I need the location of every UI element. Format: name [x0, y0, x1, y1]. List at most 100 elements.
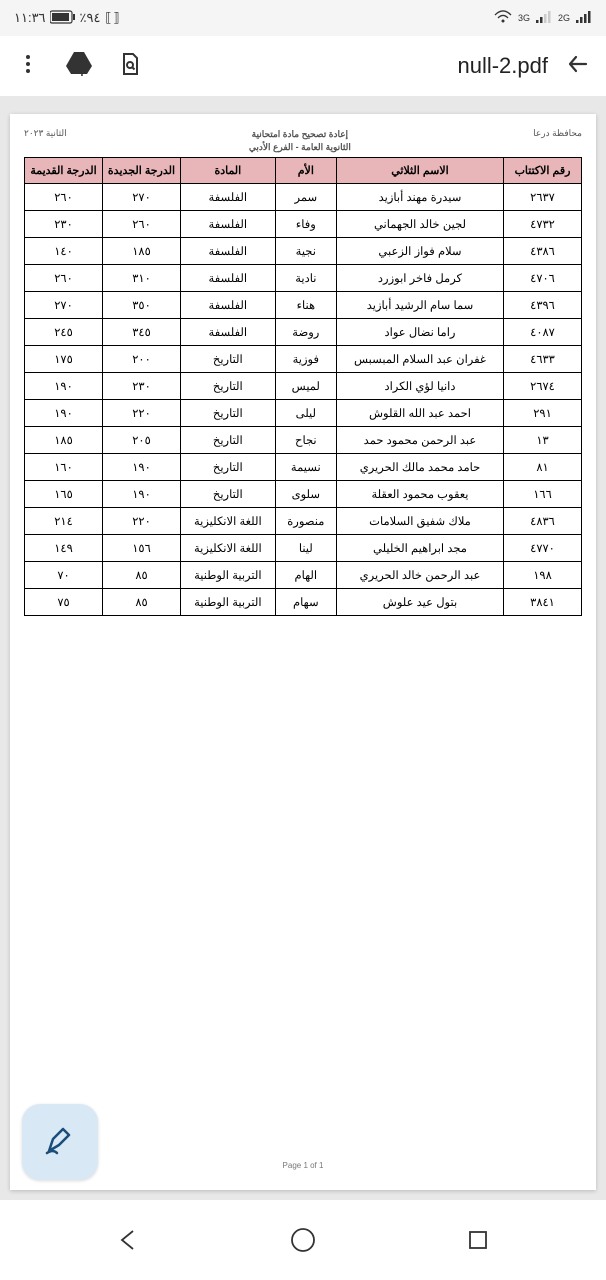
cell-old: ١٨٥ [25, 427, 103, 454]
doc-header-left: الثانية ٢٠٢٣ [24, 128, 67, 139]
col-mom: الأم [275, 158, 336, 184]
cell-sub: ٢٦٣٧ [504, 184, 582, 211]
cell-new: ٢٦٠ [103, 211, 181, 238]
status-left: ١١:٣٦ ٪٩٤ ⟦⟧ [14, 10, 120, 27]
cell-name: سما سام الرشيد أبازيد [336, 292, 503, 319]
cell-new: ٢٠٥ [103, 427, 181, 454]
table-row: ٤٨٣٦ملاك شفيق السلاماتمنصورةاللغة الانكل… [25, 508, 582, 535]
cell-name: يعقوب محمود العقلة [336, 481, 503, 508]
cell-mom: روضة [275, 319, 336, 346]
doc-header-center: إعادة تصحيح مادة امتحانية الثانوية العام… [67, 128, 534, 153]
table-row: ٤٧٣٢لجين خالد الجهمانيوفاءالفلسفة٢٦٠٢٣٠ [25, 211, 582, 238]
cell-new: ١٩٠ [103, 454, 181, 481]
cell-mom: لميس [275, 373, 336, 400]
cell-name: سلام فواز الزعبي [336, 238, 503, 265]
find-in-page-icon[interactable] [118, 52, 142, 81]
grades-table: رقم الاكتتاب الاسم الثلاثي الأم المادة ا… [24, 157, 582, 616]
table-row: ٨١حامد محمد مالك الحريرينسيمةالتاريخ١٩٠١… [25, 454, 582, 481]
cell-old: ١٦٠ [25, 454, 103, 481]
table-row: ٣٨٤١بتول عيد علوشسهامالتربية الوطنية٨٥٧٥ [25, 589, 582, 616]
cell-mom: منصورة [275, 508, 336, 535]
cell-subj: التاريخ [180, 346, 275, 373]
nav-recent-button[interactable] [465, 1227, 491, 1253]
cell-sub: ٢٩١ [504, 400, 582, 427]
status-time: ١١:٣٦ [14, 10, 46, 26]
cell-new: ١٩٠ [103, 481, 181, 508]
cell-subj: التاريخ [180, 373, 275, 400]
cell-name: راما نضال عواد [336, 319, 503, 346]
cell-name: ملاك شفيق السلامات [336, 508, 503, 535]
cell-old: ١٤٩ [25, 535, 103, 562]
cell-new: ٢٧٠ [103, 184, 181, 211]
status-right: 3G 2G [494, 10, 592, 27]
cell-name: سيدرة مهند أبازيد [336, 184, 503, 211]
cell-sub: ٤٧٠٦ [504, 265, 582, 292]
doc-header-line2: الثانوية العامة - الفرع الأدبي [67, 141, 534, 154]
cell-mom: الهام [275, 562, 336, 589]
status-bar: ١١:٣٦ ٪٩٤ ⟦⟧ 3G 2G [0, 0, 606, 36]
cell-new: ١٥٦ [103, 535, 181, 562]
bracket-icon: ⟦⟧ [105, 11, 121, 26]
col-new: الدرجة الجديدة [103, 158, 181, 184]
net-2g-label: 2G [558, 13, 570, 23]
cell-name: حامد محمد مالك الحريري [336, 454, 503, 481]
table-row: ٢٦٣٧سيدرة مهند أبازيدسمرالفلسفة٢٧٠٢٦٠ [25, 184, 582, 211]
cell-sub: ١٣ [504, 427, 582, 454]
nav-back-button[interactable] [115, 1227, 141, 1253]
cell-new: ٢٢٠ [103, 508, 181, 535]
table-row: ٤٧٧٠مجد ابراهيم الخليليلينااللغة الانكلي… [25, 535, 582, 562]
cell-new: ١٨٥ [103, 238, 181, 265]
doc-header-right: محافظة درعا [533, 128, 582, 139]
cell-name: غفران عبد السلام المبسبس [336, 346, 503, 373]
col-name: الاسم الثلاثي [336, 158, 503, 184]
cell-subj: التاريخ [180, 400, 275, 427]
cell-mom: ليلى [275, 400, 336, 427]
cell-sub: ٤٣٩٦ [504, 292, 582, 319]
edit-fab[interactable] [22, 1104, 98, 1180]
cell-subj: الفلسفة [180, 238, 275, 265]
battery-icon [50, 10, 76, 27]
cell-name: احمد عبد الله القلوش [336, 400, 503, 427]
table-row: ٤٦٣٣غفران عبد السلام المبسبسفوزيةالتاريخ… [25, 346, 582, 373]
cell-mom: سلوى [275, 481, 336, 508]
cell-sub: ٢٦٧٤ [504, 373, 582, 400]
cell-old: ٢٦٠ [25, 184, 103, 211]
cell-name: لجين خالد الجهماني [336, 211, 503, 238]
more-menu-icon[interactable] [16, 52, 40, 81]
cell-old: ٧٠ [25, 562, 103, 589]
cell-new: ٢٢٠ [103, 400, 181, 427]
cell-sub: ١٦٦ [504, 481, 582, 508]
app-bar: null-2.pdf + [0, 36, 606, 96]
cell-mom: سهام [275, 589, 336, 616]
cell-old: ٢٤٥ [25, 319, 103, 346]
cell-mom: نسيمة [275, 454, 336, 481]
cell-old: ٢١٤ [25, 508, 103, 535]
cell-name: كرمل فاخر ابوزرد [336, 265, 503, 292]
cell-mom: نجاح [275, 427, 336, 454]
cell-old: ٧٥ [25, 589, 103, 616]
cell-sub: ٤٣٨٦ [504, 238, 582, 265]
cell-sub: ٤٠٨٧ [504, 319, 582, 346]
edit-pencil-icon [43, 1123, 77, 1162]
table-row: ٤٧٠٦كرمل فاخر ابوزردناديةالفلسفة٣١٠٢٦٠ [25, 265, 582, 292]
cell-new: ٣٤٥ [103, 319, 181, 346]
doc-header-line1: إعادة تصحيح مادة امتحانية [67, 128, 534, 141]
back-arrow-icon[interactable] [566, 52, 590, 81]
cell-sub: ٤٧٣٢ [504, 211, 582, 238]
cell-subj: التاريخ [180, 427, 275, 454]
cell-mom: لينا [275, 535, 336, 562]
pdf-viewport[interactable]: محافظة درعا إعادة تصحيح مادة امتحانية ال… [0, 96, 606, 1200]
cell-old: ٢٣٠ [25, 211, 103, 238]
cell-subj: الفلسفة [180, 319, 275, 346]
cell-subj: التاريخ [180, 454, 275, 481]
cell-sub: ١٩٨ [504, 562, 582, 589]
wifi-icon [494, 10, 512, 27]
drive-add-icon[interactable]: + [64, 50, 94, 83]
col-subj: المادة [180, 158, 275, 184]
cell-name: دانيا لؤي الكراد [336, 373, 503, 400]
table-row: ٢٦٧٤دانيا لؤي الكرادلميسالتاريخ٢٣٠١٩٠ [25, 373, 582, 400]
cell-mom: فوزية [275, 346, 336, 373]
cell-old: ١٧٥ [25, 346, 103, 373]
signal-icon-2 [576, 11, 592, 26]
nav-home-button[interactable] [290, 1227, 316, 1253]
